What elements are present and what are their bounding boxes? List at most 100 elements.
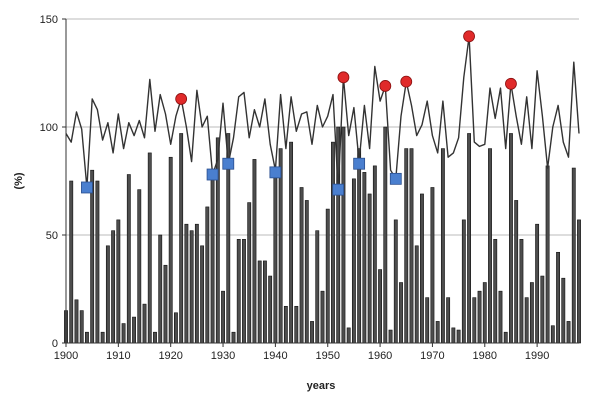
bar <box>179 133 184 344</box>
bar <box>247 202 252 344</box>
bar <box>189 230 194 344</box>
bar <box>566 321 571 344</box>
bar <box>414 245 419 344</box>
high-marker <box>379 80 392 92</box>
bar <box>126 174 131 344</box>
bar <box>514 200 519 344</box>
bar <box>399 282 403 344</box>
bar <box>132 316 136 344</box>
bar <box>430 187 435 344</box>
bar <box>461 219 466 344</box>
axes <box>62 18 579 347</box>
bar <box>488 148 492 344</box>
bar <box>529 282 534 344</box>
y-axis-title: (%) <box>13 172 25 189</box>
bar <box>85 331 89 344</box>
bar <box>142 303 147 344</box>
bar <box>383 126 388 344</box>
bar <box>561 277 566 344</box>
bar <box>571 167 576 344</box>
bar <box>435 321 440 344</box>
bar <box>409 148 414 344</box>
bar <box>393 219 398 344</box>
low-marker <box>389 172 402 185</box>
bar <box>498 290 503 344</box>
bar <box>451 327 456 344</box>
bar <box>194 223 199 344</box>
bar <box>74 299 79 344</box>
bar <box>294 305 299 344</box>
bar <box>273 176 278 344</box>
x-tick-label: 1950 <box>315 350 339 362</box>
bar <box>503 331 508 344</box>
y-tick-labels: 0 50 100 150 <box>40 14 58 350</box>
y-tick-label: 100 <box>40 122 58 134</box>
low-marker <box>332 183 345 196</box>
bar <box>184 223 189 344</box>
marker-series <box>81 30 517 196</box>
line-series-path <box>65 35 580 191</box>
bar <box>168 156 173 344</box>
bar <box>90 169 95 344</box>
bar <box>304 200 309 344</box>
bar <box>205 206 210 344</box>
bar <box>545 165 550 344</box>
low-marker <box>269 166 282 179</box>
bar <box>111 230 116 344</box>
bar <box>105 245 110 344</box>
x-tick-label: 1960 <box>368 350 392 362</box>
bar <box>524 297 529 344</box>
bar <box>420 193 424 344</box>
low-marker <box>222 157 235 170</box>
bar <box>467 133 471 344</box>
bar <box>268 275 273 344</box>
bar <box>95 180 100 344</box>
high-marker <box>505 77 517 90</box>
bar <box>69 180 74 344</box>
bar <box>404 148 409 344</box>
bar <box>325 208 330 344</box>
y-tick-label: 150 <box>40 14 58 26</box>
bar <box>477 290 482 344</box>
bar <box>100 331 105 344</box>
x-tick-label: 1910 <box>106 350 130 362</box>
x-tick-label: 1900 <box>54 350 78 362</box>
bar <box>493 239 498 344</box>
bar <box>210 169 215 344</box>
bar <box>362 172 367 344</box>
bar <box>231 331 236 344</box>
bar <box>519 239 524 344</box>
bar <box>482 282 487 344</box>
bar <box>221 290 225 344</box>
bar <box>357 148 362 344</box>
bar <box>425 297 430 344</box>
x-tick-label: 1930 <box>211 350 235 362</box>
bar <box>372 165 377 344</box>
bar <box>153 331 157 344</box>
x-tick-label: 1990 <box>525 350 549 362</box>
x-tick-label: 1980 <box>473 350 497 362</box>
high-marker <box>175 93 188 105</box>
bar <box>550 325 555 344</box>
bar <box>116 219 121 344</box>
bar <box>540 275 545 344</box>
bar <box>79 310 84 344</box>
bar <box>315 230 320 344</box>
bar <box>341 126 346 344</box>
bar <box>289 141 294 344</box>
bar <box>310 321 314 344</box>
bar <box>378 269 383 344</box>
x-tick-label: 1920 <box>158 350 182 362</box>
bar <box>320 290 325 344</box>
x-tick-labels: 1900 1910 1920 1930 1940 1950 1960 1970 1980 1990 <box>54 350 550 362</box>
x-tick-label: 1940 <box>263 350 287 362</box>
line-series <box>65 35 580 191</box>
bar <box>242 239 246 344</box>
bar <box>200 245 205 344</box>
bar <box>147 152 152 344</box>
x-axis-title: years <box>307 380 336 392</box>
bar <box>174 312 178 344</box>
bar <box>262 260 267 344</box>
bar <box>472 297 477 344</box>
low-marker <box>353 157 366 170</box>
